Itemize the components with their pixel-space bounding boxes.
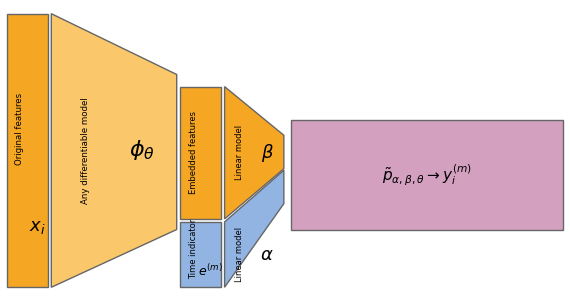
Bar: [180, 222, 221, 287]
Text: Linear model: Linear model: [235, 227, 244, 282]
Text: $\alpha$: $\alpha$: [260, 246, 274, 264]
Text: Original features: Original features: [15, 92, 25, 165]
Polygon shape: [225, 87, 284, 219]
Bar: [180, 87, 221, 219]
Text: $e^{(m)}$: $e^{(m)}$: [198, 263, 223, 279]
Text: $\phi_\theta$: $\phi_\theta$: [129, 139, 154, 162]
Polygon shape: [51, 14, 177, 287]
Text: $\tilde{p}_{\alpha,\beta,\theta} \rightarrow y_i^{(m)}$: $\tilde{p}_{\alpha,\beta,\theta} \righta…: [382, 162, 472, 187]
Text: Any differentiable model: Any differentiable model: [81, 97, 89, 204]
Text: Embedded features: Embedded features: [189, 111, 198, 194]
Text: $x_i$: $x_i$: [29, 218, 46, 236]
Bar: [291, 120, 563, 230]
Text: Time indicator: Time indicator: [189, 219, 198, 279]
Text: Linear model: Linear model: [235, 125, 244, 180]
Text: $\beta$: $\beta$: [261, 142, 274, 164]
Bar: [7, 14, 48, 287]
Polygon shape: [225, 170, 284, 287]
